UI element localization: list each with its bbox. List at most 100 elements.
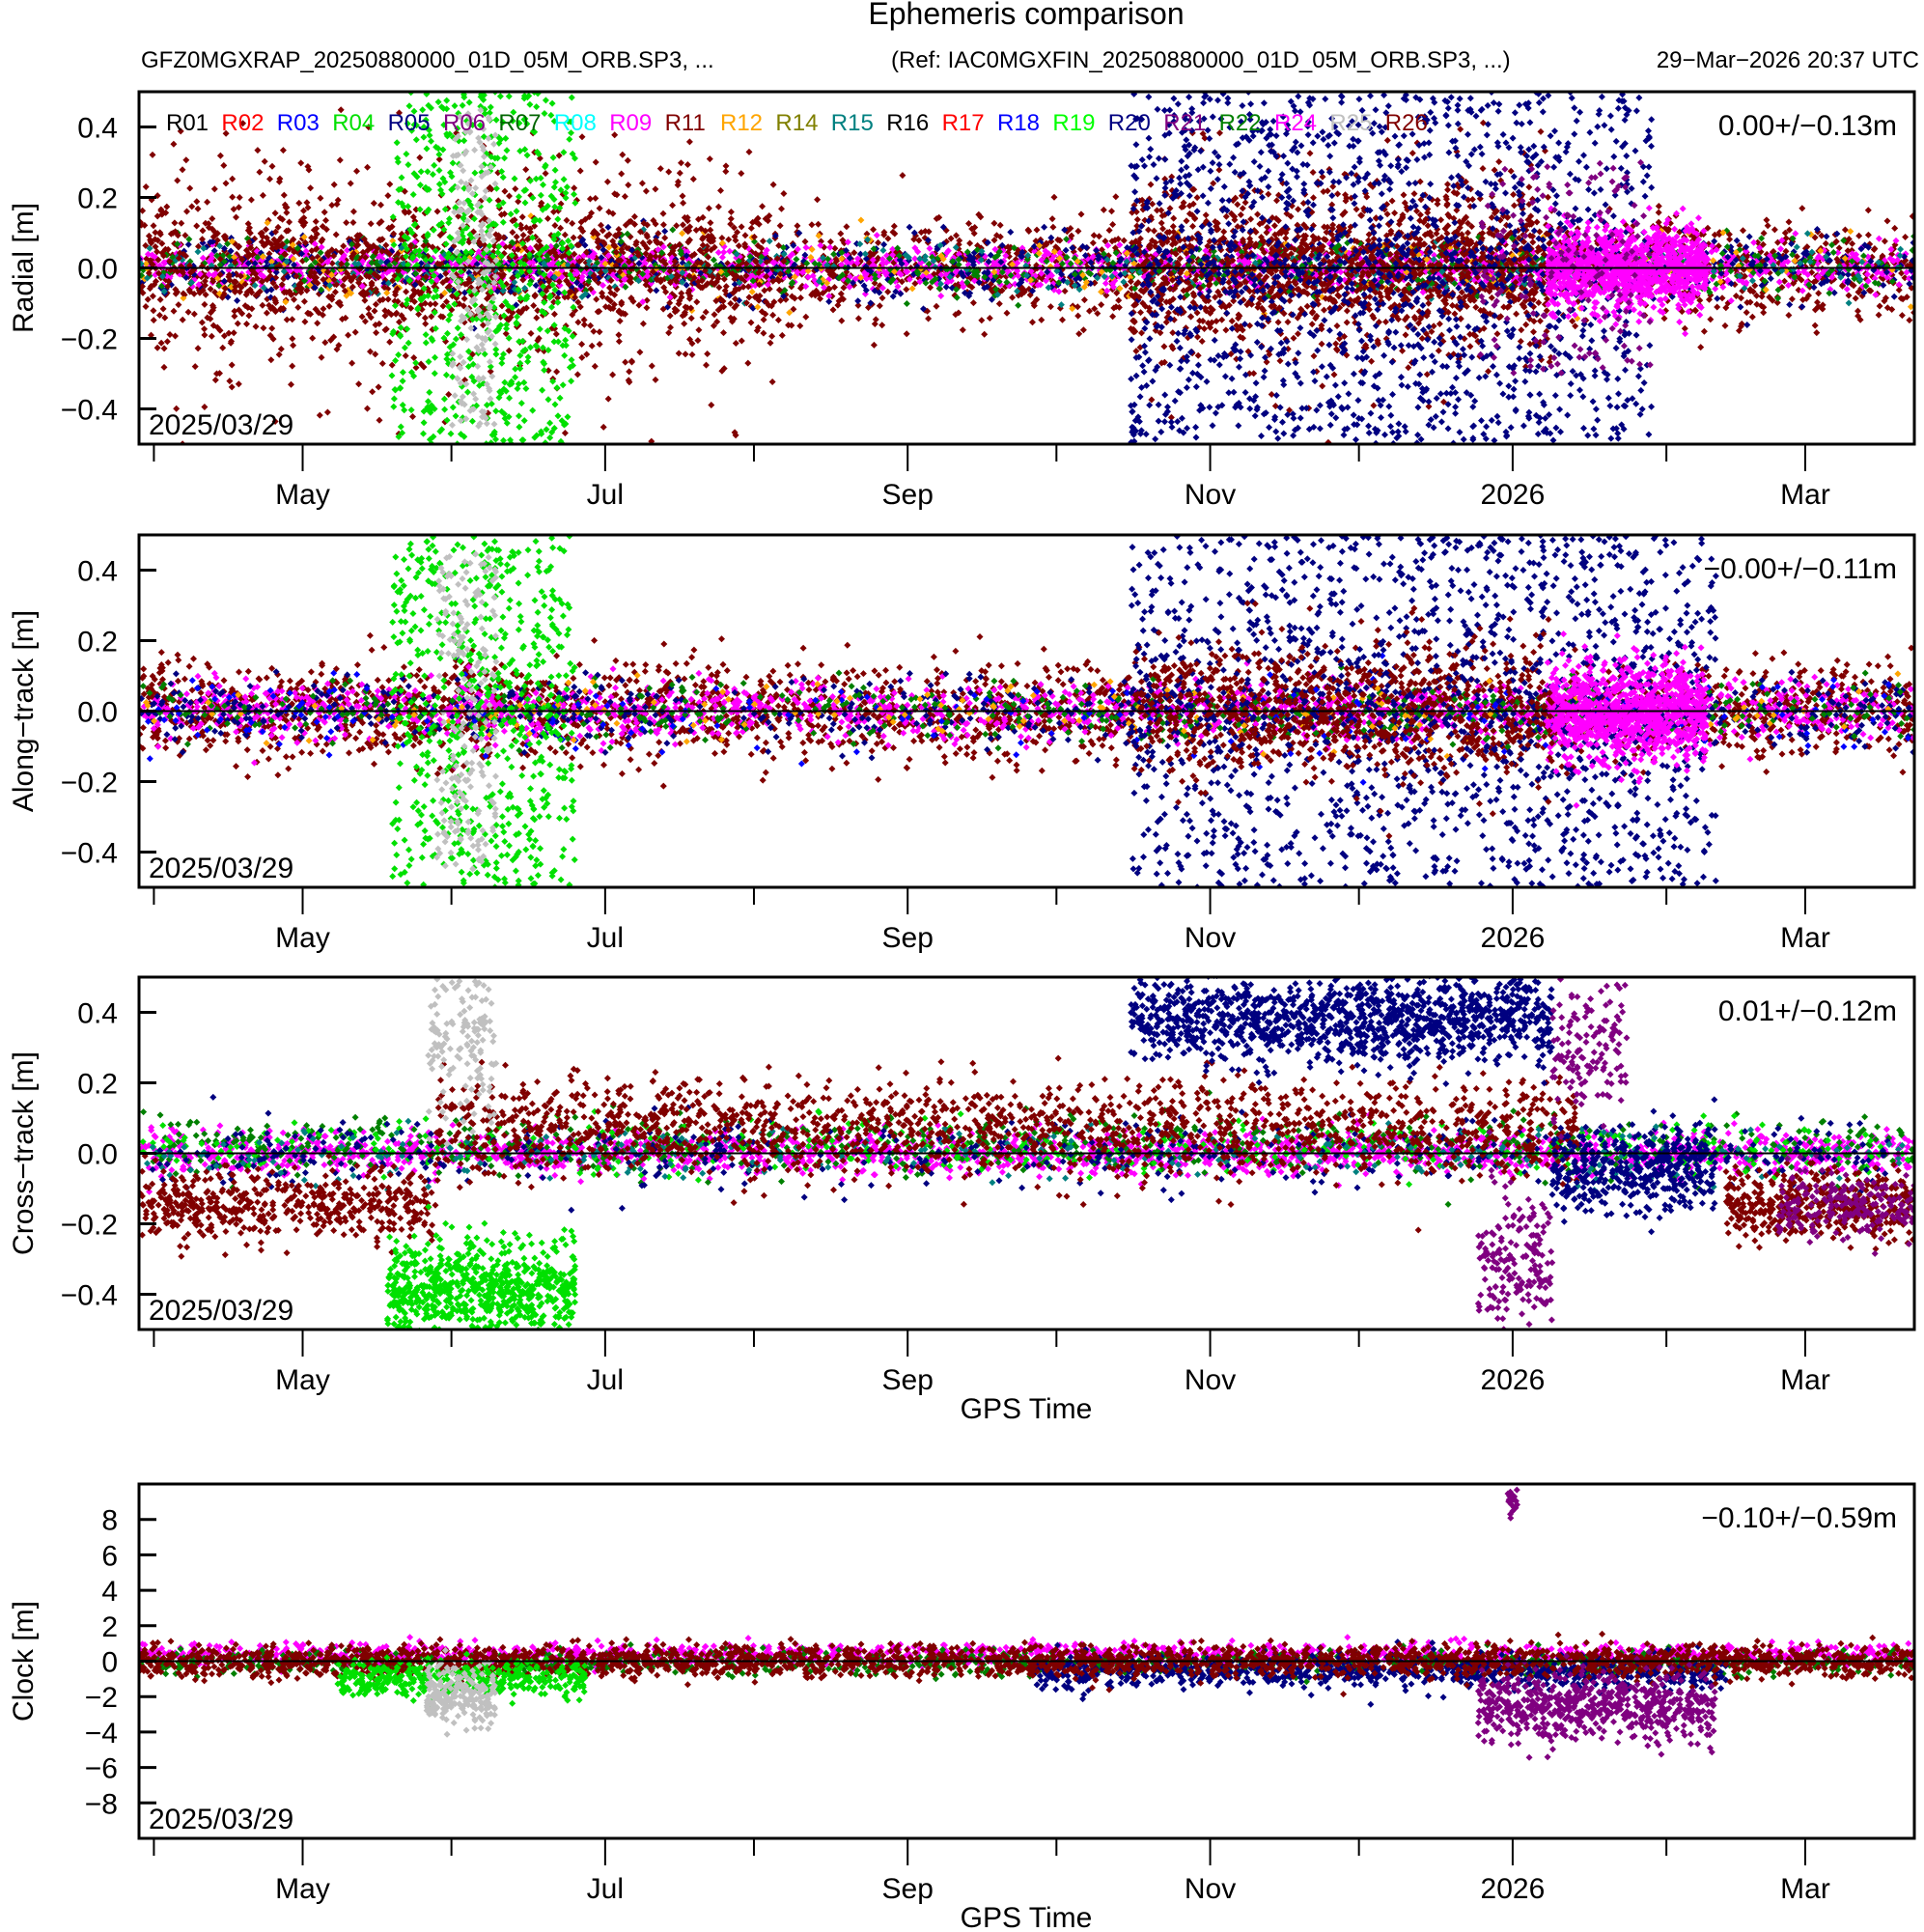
- scatter-points: [139, 535, 1914, 887]
- x-tick-label: Nov: [1185, 479, 1236, 511]
- legend-entry-r22: R22: [1219, 110, 1262, 136]
- x-tick-label: 2026: [1481, 922, 1546, 954]
- x-tick-label: May: [275, 922, 330, 954]
- panel-radial: −0.4 −0.2 0.0 0.2 0.4 Radial [m] May Jul Sep Nov 2…: [8, 90, 1916, 511]
- data-point: [334, 1650, 589, 1710]
- series-points: [1128, 535, 1719, 887]
- x-tick-label: Sep: [882, 1364, 934, 1396]
- scatter-points: [139, 92, 1914, 444]
- y-tick-label: 0: [101, 1647, 118, 1679]
- legend-entry-r25: R25: [1329, 110, 1372, 136]
- data-point: [1544, 205, 1710, 338]
- panels: −0.4 −0.2 0.0 0.2 0.4 Radial [m] May Jul Sep Nov 2…: [8, 90, 1916, 1932]
- series-points: [139, 1634, 1914, 1675]
- series-points: [1127, 119, 1555, 444]
- y-tick-label: 0.0: [77, 254, 118, 286]
- series-points: [1544, 630, 1710, 809]
- series-points: [139, 214, 1914, 332]
- y-tick-label: −0.2: [61, 1210, 118, 1242]
- legend-entry-r08: R08: [554, 110, 597, 136]
- series-points: [1128, 977, 1555, 1087]
- data-point: [139, 1630, 1914, 1698]
- legend-entry-r24: R24: [1274, 110, 1317, 136]
- series-points: [1475, 158, 1654, 377]
- data-point: [1127, 119, 1555, 444]
- x-tick-label: Jul: [587, 1364, 624, 1396]
- data-point: [423, 1646, 499, 1738]
- y-tick-label: −0.2: [61, 324, 118, 356]
- y-tick-label: 4: [101, 1576, 118, 1608]
- series-points: [423, 1646, 499, 1738]
- legend-entry-r09: R09: [609, 110, 652, 136]
- y-axis-label: Cross−track [m]: [8, 1051, 40, 1255]
- data-point: [433, 550, 500, 873]
- x-tick-label: Sep: [882, 922, 934, 954]
- x-tick-label: Mar: [1780, 1873, 1830, 1905]
- data-point: [1029, 1638, 1730, 1708]
- y-tick-label: −0.4: [61, 395, 118, 427]
- series-points: [1128, 92, 1656, 444]
- x-tick-label: Jul: [587, 1873, 624, 1905]
- subtitle-ref: (Ref: IAC0MGXFIN_20250880000_01D_05M_ORB…: [891, 47, 1511, 73]
- stat-label: 0.00+/−0.13m: [1718, 110, 1897, 142]
- start-date-label: 2025/03/29: [149, 1295, 293, 1327]
- data-point: [139, 172, 1914, 376]
- data-point: [388, 535, 578, 887]
- x-tick-label: May: [275, 479, 330, 511]
- series-points: [1544, 205, 1710, 338]
- y-tick-label: 0.2: [77, 183, 118, 215]
- series-points: [388, 92, 579, 444]
- data-point: [139, 1634, 1914, 1675]
- legend-entry-r05: R05: [388, 110, 431, 136]
- series-points: [139, 106, 788, 444]
- y-tick-label: 2: [101, 1611, 118, 1643]
- series-points: [1774, 1150, 1914, 1257]
- legend-entry-r03: R03: [277, 110, 320, 136]
- series-points: [433, 550, 500, 873]
- y-tick-label: 0.4: [77, 113, 118, 145]
- start-date-label: 2025/03/29: [149, 853, 293, 884]
- scatter-points: [139, 1486, 1914, 1761]
- x-tick-label: Nov: [1185, 922, 1236, 954]
- y-axis-label: Along−track [m]: [8, 610, 40, 812]
- legend-entry-r21: R21: [1163, 110, 1206, 136]
- legend-entry-r17: R17: [942, 110, 985, 136]
- y-tick-label: 0.2: [77, 627, 118, 658]
- panel-cross: −0.4 −0.2 0.0 0.2 0.4 Cross−track [m] May Jul Se…: [8, 975, 1916, 1425]
- legend-entry-r02: R02: [221, 110, 264, 136]
- y-tick-label: 6: [101, 1540, 118, 1572]
- legend-entry-r18: R18: [997, 110, 1040, 136]
- y-tick-label: 0.0: [77, 697, 118, 729]
- series-points: [388, 535, 578, 887]
- x-tick-label: Sep: [882, 479, 934, 511]
- data-point: [388, 92, 579, 444]
- y-tick-label: 0.4: [77, 556, 118, 588]
- data-point: [1128, 977, 1555, 1087]
- data-point: [383, 1203, 579, 1330]
- data-point: [139, 1151, 439, 1260]
- y-tick-label: −6: [85, 1753, 118, 1785]
- series-points: [1548, 977, 1631, 1140]
- x-axis-label: GPS Time: [961, 1393, 1093, 1425]
- series-points: [1029, 1638, 1730, 1708]
- y-tick-label: 0.0: [77, 1139, 118, 1171]
- panel-clock: −8−6−4 −20 24 68 Clock [m] May Jul Sep Nov 2026 Ma…: [8, 1482, 1916, 1932]
- x-tick-label: May: [275, 1873, 330, 1905]
- panel-along: −0.4 −0.2 0.0 0.2 0.4 Along−track [m] May Jul Se…: [8, 533, 1916, 954]
- x-axis-label: GPS Time: [961, 1902, 1093, 1932]
- y-tick-label: 0.2: [77, 1069, 118, 1101]
- series-points: [1474, 1648, 1718, 1761]
- stat-label: −0.00+/−0.11m: [1704, 553, 1897, 585]
- series-points: [383, 1203, 579, 1330]
- y-tick-label: −8: [85, 1788, 118, 1820]
- data-point: [1128, 535, 1719, 887]
- series-points: [334, 1650, 589, 1710]
- y-axis-label: Radial [m]: [8, 203, 40, 333]
- legend-entry-r12: R12: [720, 110, 763, 136]
- x-tick-label: May: [275, 1364, 330, 1396]
- y-axis-label: Clock [m]: [8, 1601, 40, 1722]
- data-point: [1722, 1160, 1914, 1252]
- legend-entry-r07: R07: [498, 110, 541, 136]
- data-point: [432, 1054, 1580, 1234]
